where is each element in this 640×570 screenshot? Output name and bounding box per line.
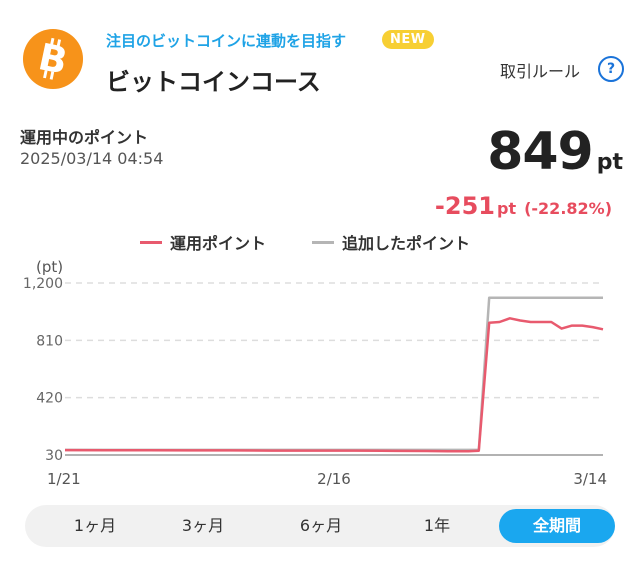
- points-datetime: 2025/03/14 04:54: [20, 149, 164, 168]
- tab-1-year[interactable]: 1年: [423, 516, 451, 535]
- x-tick-label: 3/14: [573, 470, 607, 488]
- legend-label-added: 追加したポイント: [342, 234, 471, 253]
- x-tick-label: 1/21: [47, 470, 81, 488]
- change-value: -251: [434, 192, 495, 220]
- points-change: -251 pt (-22.82%): [435, 192, 612, 220]
- course-title: ビットコインコース: [106, 68, 321, 96]
- change-percent: (-22.82%): [524, 199, 612, 218]
- y-tick-label: 30: [45, 448, 63, 464]
- trading-rules-link[interactable]: 取引ルール: [500, 62, 581, 81]
- legend-label-invest: 運用ポイント: [170, 234, 267, 253]
- new-badge: NEW: [382, 30, 434, 49]
- points-value: 849: [487, 122, 594, 182]
- current-points: 849 pt: [487, 122, 623, 182]
- points-chart: (pt)1,200 810 420 30 1/21 2/16 3/14: [23, 258, 607, 488]
- course-tagline: 注目のビットコインに連動を目指す: [106, 32, 347, 50]
- points-unit: pt: [596, 150, 623, 175]
- y-tick-label: 1,200: [23, 276, 63, 292]
- current-points-label: 運用中のポイント: [20, 128, 149, 147]
- legend-swatch-added: [312, 241, 334, 244]
- period-tabs: 1ヶ月 3ヶ月 6ヶ月 1年 全期間: [25, 505, 615, 547]
- y-tick-label: 810: [36, 333, 63, 349]
- tab-1-month[interactable]: 1ヶ月: [73, 516, 117, 535]
- question-circle-icon[interactable]: ?: [598, 56, 624, 82]
- legend-swatch-invest: [140, 241, 162, 244]
- x-tick-label: 2/16: [317, 470, 351, 488]
- legend-invest-points: 運用ポイント: [140, 230, 266, 254]
- series-line-invest-points: [64, 317, 604, 453]
- tab-all-time[interactable]: 全期間: [499, 509, 615, 543]
- tab-3-months[interactable]: 3ヶ月: [181, 516, 225, 535]
- change-unit: pt: [496, 199, 517, 218]
- y-tick-label: 420: [36, 391, 63, 407]
- bitcoin-icon: B: [22, 28, 84, 90]
- y-axis-label: (pt): [36, 258, 63, 276]
- legend-added-points: 追加したポイント: [312, 230, 470, 254]
- tab-6-months[interactable]: 6ヶ月: [299, 516, 343, 535]
